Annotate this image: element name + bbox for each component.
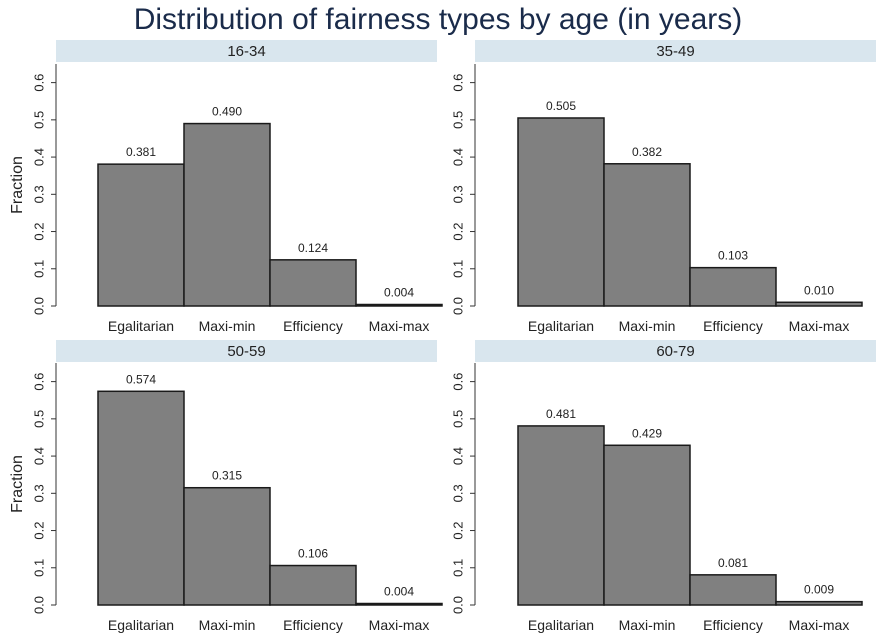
bar-value-label: 0.004 <box>384 286 414 300</box>
bar-maxi-max <box>355 303 443 307</box>
y-tick-label: 0.4 <box>450 148 465 166</box>
x-tick-label: Egalitarian <box>528 617 594 633</box>
bar-value-label: 0.004 <box>384 585 414 599</box>
bar-value-label: 0.010 <box>804 283 834 297</box>
panel-header-50-59 <box>56 340 437 362</box>
bar-value-label: 0.574 <box>126 372 156 386</box>
y-tick-label: 0.4 <box>450 447 465 465</box>
y-tick-label: 0.1 <box>450 559 465 577</box>
panel-title: 16-34 <box>227 43 265 60</box>
bar-efficiency <box>689 266 777 307</box>
bar-egalitarian <box>97 390 185 606</box>
x-tick-label: Maxi-max <box>369 617 430 633</box>
y-tick-label: 0.3 <box>31 484 46 502</box>
y-axis-label: Fraction <box>9 455 26 513</box>
y-tick-label: 0.0 <box>31 297 46 315</box>
bar-egalitarian <box>517 117 605 307</box>
x-tick-label: Maxi-min <box>199 617 256 633</box>
bar-maxi-max <box>775 301 863 307</box>
y-tick-label: 0.6 <box>450 74 465 92</box>
y-tick-label: 0.6 <box>31 373 46 391</box>
y-tick-label: 0.1 <box>31 260 46 278</box>
bar-value-label: 0.505 <box>546 99 576 113</box>
bar-maxi-min <box>183 122 271 307</box>
x-tick-label: Maxi-min <box>619 617 676 633</box>
bar-efficiency <box>689 574 777 606</box>
bar-maxi-min <box>603 163 691 307</box>
x-tick-label: Maxi-min <box>619 318 676 334</box>
bar-value-label: 0.124 <box>298 241 328 255</box>
y-tick-label: 0.2 <box>31 521 46 539</box>
bar-value-label: 0.481 <box>546 407 576 421</box>
y-tick-label: 0.2 <box>450 222 465 240</box>
bar-value-label: 0.081 <box>718 556 748 570</box>
x-tick-label: Efficiency <box>283 318 343 334</box>
panel-title: 50-59 <box>227 343 265 360</box>
y-tick-label: 0.5 <box>450 410 465 428</box>
y-tick-label: 0.2 <box>450 521 465 539</box>
bar-maxi-max <box>775 600 863 606</box>
chart-title: Distribution of fairness types by age (i… <box>133 3 743 36</box>
y-tick-label: 0.5 <box>31 410 46 428</box>
bar-value-label: 0.009 <box>804 583 834 597</box>
y-tick-label: 0.0 <box>450 596 465 614</box>
bar-maxi-min <box>603 444 691 606</box>
x-tick-label: Efficiency <box>703 617 763 633</box>
bar-value-label: 0.315 <box>212 469 242 483</box>
y-tick-label: 0.5 <box>31 111 46 129</box>
panel-header-35-49 <box>475 40 876 62</box>
y-tick-label: 0.5 <box>450 111 465 129</box>
bar-value-label: 0.490 <box>212 105 242 119</box>
bar-value-label: 0.382 <box>632 145 662 159</box>
y-tick-label: 0.0 <box>31 596 46 614</box>
bar-egalitarian <box>97 163 185 307</box>
x-tick-label: Maxi-max <box>789 318 850 334</box>
x-tick-label: Egalitarian <box>108 617 174 633</box>
y-axis-label: Fraction <box>9 156 26 214</box>
x-tick-label: Egalitarian <box>528 318 594 334</box>
panel-header-60-79 <box>475 340 876 362</box>
bar-value-label: 0.103 <box>718 249 748 263</box>
bar-value-label: 0.106 <box>298 547 328 561</box>
y-tick-label: 0.6 <box>31 74 46 92</box>
bar-maxi-max <box>355 602 443 606</box>
bar-egalitarian <box>517 425 605 606</box>
bar-maxi-min <box>183 486 271 606</box>
y-tick-label: 0.3 <box>450 484 465 502</box>
panel-title: 35-49 <box>656 43 694 60</box>
y-tick-label: 0.3 <box>450 185 465 203</box>
y-tick-label: 0.1 <box>31 559 46 577</box>
bar-efficiency <box>269 259 357 307</box>
x-tick-label: Maxi-max <box>789 617 850 633</box>
bar-value-label: 0.381 <box>126 145 156 159</box>
y-tick-label: 0.4 <box>31 148 46 166</box>
panel-title: 60-79 <box>656 343 694 360</box>
x-tick-label: Maxi-max <box>369 318 430 334</box>
x-tick-label: Efficiency <box>283 617 343 633</box>
bar-efficiency <box>269 564 357 606</box>
y-tick-label: 0.0 <box>450 297 465 315</box>
panel-header-16-34 <box>56 40 437 62</box>
x-tick-label: Egalitarian <box>108 318 174 334</box>
y-tick-label: 0.3 <box>31 185 46 203</box>
x-tick-label: Maxi-min <box>199 318 256 334</box>
x-tick-label: Efficiency <box>703 318 763 334</box>
bar-value-label: 0.429 <box>632 426 662 440</box>
y-tick-label: 0.6 <box>450 373 465 391</box>
y-tick-label: 0.4 <box>31 447 46 465</box>
y-tick-label: 0.1 <box>450 260 465 278</box>
y-tick-label: 0.2 <box>31 222 46 240</box>
